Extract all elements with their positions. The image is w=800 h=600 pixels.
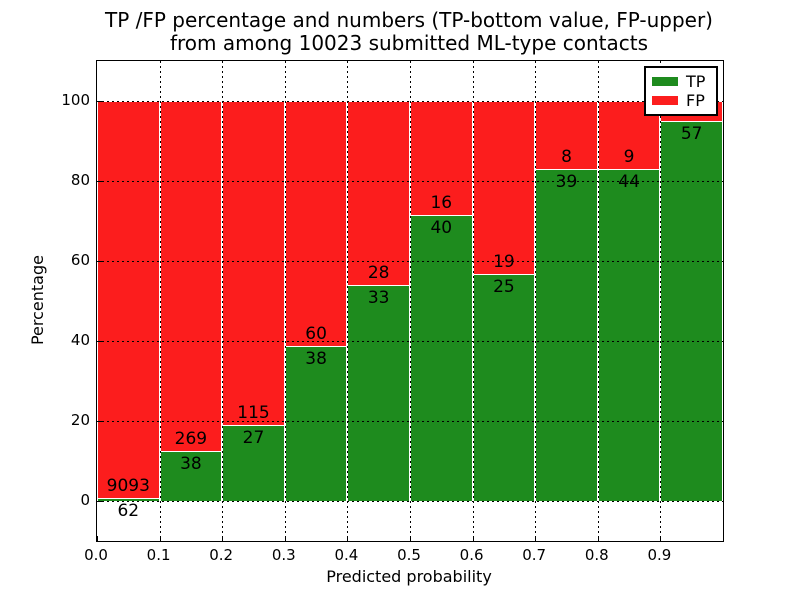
v-gridline-0.3 [284,61,286,541]
h-gridline-100 [97,101,723,102]
tp-count-label-4: 33 [367,287,390,308]
y-tick-20 [97,421,102,422]
v-gridline-0.5 [410,61,411,541]
chart-title-line1: TP /FP percentage and numbers (TP-bottom… [105,8,713,32]
x-tick-label-0.3: 0.3 [271,546,296,564]
x-tick-0.8 [597,536,599,541]
x-tick-label-0.4: 0.4 [334,546,359,564]
h-gridline-40 [97,341,723,342]
y-tick-60 [97,261,102,262]
bar-segment-fp-1 [159,101,223,452]
legend-entry-tp: TP [652,72,710,91]
bar-segment-tp-9 [660,121,723,501]
bar-segment-tp-1 [159,451,223,501]
tp-count-label-3: 38 [305,348,327,369]
bar-segment-tp-3 [284,345,348,501]
x-tick-label-0.9: 0.9 [647,546,672,564]
fp-count-label-7: 8 [561,147,572,168]
fp-count-label-2: 115 [237,402,270,423]
x-tick-0.0 [97,536,98,541]
fp-count-label-6: 19 [493,251,515,272]
tp-count-label-1: 38 [180,454,202,475]
legend-label-tp: TP [686,72,706,91]
tp-count-label-8: 44 [618,171,640,192]
h-gridline-20 [97,421,723,422]
h-gridline-60 [97,261,723,262]
x-tick-0.3 [284,536,286,541]
x-tick-label-0.1: 0.1 [146,546,171,564]
y-tick-label-0: 0 [80,491,90,509]
v-gridline-0.4 [347,61,349,541]
h-gridline-80 [97,181,723,182]
y-tick-40 [97,341,102,342]
x-tick-0.7 [535,536,537,541]
y-tick-label-60: 60 [70,251,90,269]
y-tick-0 [97,501,102,502]
fp-count-label-0: 9093 [106,476,150,497]
v-gridline-0.8 [597,61,599,541]
x-tick-label-0.6: 0.6 [459,546,484,564]
y-tick-label-80: 80 [70,171,90,189]
plot-area: 9093 62 269 38 115 27 60 38 28 33 16 40 19 25 8 39 9 44 57… [96,60,724,542]
bar-segment-fp-6 [472,101,536,274]
y-tick-label-100: 100 [61,91,90,109]
chart-title-line2: from among 10023 submitted ML-type conta… [169,31,649,55]
x-tick-0.5 [410,536,411,541]
v-gridline-0.2 [222,61,224,541]
h-gridline-0 [97,501,723,502]
fp-count-label-8: 9 [623,146,635,167]
fp-count-label-3: 60 [305,323,327,344]
v-gridline-0.6 [472,61,474,541]
legend-label-fp: FP [686,91,705,110]
v-gridline-0.1 [159,61,161,541]
x-tick-0.6 [472,536,474,541]
y-tick-label-40: 40 [70,331,90,349]
bar-segment-tp-6 [472,273,536,501]
tp-count-label-5: 40 [430,218,453,239]
fp-count-label-5: 16 [430,193,453,214]
bar-segment-tp-7 [535,169,598,501]
tp-count-label-0: 62 [117,501,140,522]
bar-segment-tp-0 [97,498,160,501]
tp-count-label-2: 27 [242,427,265,448]
bar-segment-fp-0 [97,101,160,499]
bar-segment-fp-4 [347,101,410,285]
x-axis-label: Predicted probability [326,567,492,586]
legend-entry-fp: FP [652,91,710,110]
chart-legend: TP FP [644,66,718,116]
y-tick-80 [97,181,102,182]
fp-count-label-4: 28 [367,262,390,283]
bar-segment-tp-5 [410,215,473,501]
bar-segment-tp-8 [597,168,661,501]
x-tick-0.1 [159,536,161,541]
bar-segment-fp-3 [284,101,348,346]
y-tick-label-20: 20 [70,411,90,429]
y-tick-100 [97,101,102,102]
bar-segment-fp-5 [410,101,473,216]
fp-color-swatch [652,96,678,105]
bar-segment-tp-4 [347,284,410,501]
fp-count-label-1: 269 [174,429,208,450]
v-gridline-0.9 [660,61,662,541]
chart-title: TP /FP percentage and numbers (TP-bottom… [96,9,722,55]
tp-color-swatch [652,77,678,86]
x-tick-0.4 [347,536,349,541]
tp-count-label-6: 25 [493,276,515,297]
x-tick-label-0.8: 0.8 [584,546,609,564]
x-tick-label-0.0: 0.0 [84,546,108,564]
x-tick-label-0.2: 0.2 [209,546,234,564]
x-tick-0.2 [222,536,224,541]
x-tick-0.9 [660,536,662,541]
tp-count-label-9: 57 [680,124,703,144]
x-tick-label-0.5: 0.5 [397,546,421,564]
x-tick-label-0.7: 0.7 [522,546,547,564]
v-gridline-0.7 [535,61,537,541]
bar-segment-fp-2 [222,101,285,425]
tp-count-label-7: 39 [555,172,578,193]
